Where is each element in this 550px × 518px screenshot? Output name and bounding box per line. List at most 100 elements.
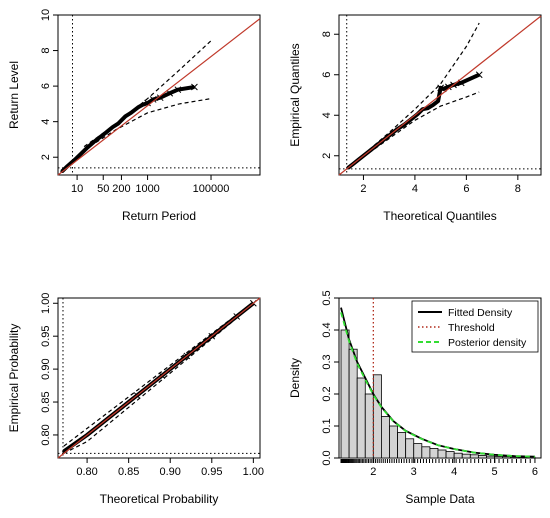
legend-label: Posterior density <box>448 337 527 349</box>
qq-x-tick-label: 8 <box>515 183 521 195</box>
qq-plot: 2 4 6 8 2 4 6 8 Theoretical Quantiles Empirical Q… <box>288 14 542 223</box>
density-y-tick-label: 0.4 <box>321 322 333 337</box>
histogram-bar <box>397 431 407 459</box>
histogram-bar <box>413 443 423 459</box>
return-level-data-point <box>85 146 89 150</box>
return-level-y-tick-label: 8 <box>40 47 52 53</box>
qq-x-tick-label: 4 <box>412 183 418 195</box>
histogram-bar <box>469 454 479 459</box>
histogram-bar <box>372 374 382 459</box>
density-x-tick-label: 5 <box>491 466 497 478</box>
qq-y-tick-label: 8 <box>321 31 333 37</box>
qq-data-point <box>436 99 440 103</box>
qq-y-tick-label: 4 <box>321 112 333 118</box>
qq-x-tick-label: 2 <box>360 183 366 195</box>
return-level-data-layer <box>57 15 261 176</box>
histogram-bar <box>445 451 455 459</box>
histogram-bar <box>510 456 520 459</box>
pp-x-tick-label: 0.95 <box>201 466 222 478</box>
return-level-x-tick-label: 1000 <box>135 183 159 195</box>
return-level-data-point <box>104 130 108 134</box>
histogram-bar <box>340 329 350 459</box>
return-level-y-tick-label: 10 <box>40 9 52 21</box>
histogram-bar <box>405 438 415 459</box>
return-level-data-point <box>79 152 83 156</box>
return-level-x-tick-label: 100000 <box>193 183 230 195</box>
density-y-tick-label: 0.3 <box>321 354 333 369</box>
pp-y-tick-label: 1.00 <box>40 293 52 314</box>
histogram-bar <box>518 456 528 459</box>
return-level-plot-frame <box>57 14 261 176</box>
legend-label: Fitted Density <box>448 307 513 319</box>
return-level-y-tick-label: 2 <box>40 154 52 160</box>
density-legend: Fitted Density Threshold Posterior density <box>411 300 539 353</box>
density-y-tick-label: 0.0 <box>321 450 333 465</box>
pp-plot: 0.80 0.85 0.90 0.95 1.00 0.80 0.85 0.90 0.95 1.00… <box>7 293 264 506</box>
qq-y-tick-label: 6 <box>321 72 333 78</box>
histogram-bar <box>453 452 463 459</box>
return-level-data-point <box>166 89 174 97</box>
histogram-bar <box>389 425 398 459</box>
pp-y-tick-label: 0.80 <box>40 424 52 445</box>
density-x-tick-label: 2 <box>370 466 376 478</box>
return-level-data-point <box>141 103 145 107</box>
histogram-bar <box>502 456 512 459</box>
return-level-data-point <box>97 136 101 140</box>
qq-x-tick-label: 6 <box>463 183 469 195</box>
pp-y-tick-label: 0.85 <box>40 391 52 412</box>
histogram-bar <box>494 455 504 459</box>
pp-x-tick-label: 0.85 <box>118 466 139 478</box>
return-level-data-point <box>136 105 140 110</box>
return-level-data-point <box>123 114 128 118</box>
qq-ci-lower-line <box>363 91 480 158</box>
return-level-x-axis-title: Return Period <box>122 209 196 223</box>
return-level-y-tick-label: 4 <box>40 119 52 125</box>
return-level-y-axis-title: Return Level <box>7 61 21 129</box>
qq-plot-frame <box>338 14 542 176</box>
return-level-data-point <box>174 86 182 94</box>
density-x-tick-label: 4 <box>451 466 457 478</box>
density-x-tick-label: 6 <box>532 466 538 478</box>
qq-data-point <box>426 106 430 110</box>
qq-fit-line <box>338 15 542 176</box>
qq-y-tick-label: 2 <box>321 153 333 159</box>
qq-x-axis-title: Theoretical Quantiles <box>383 209 496 223</box>
histogram-bar <box>364 393 374 459</box>
qq-data-point <box>475 71 483 79</box>
density-x-axis-title: Sample Data <box>405 492 475 506</box>
pp-x-tick-label: 0.90 <box>160 466 181 478</box>
density-data-layer <box>340 298 536 463</box>
return-level-fit-line <box>57 18 261 176</box>
return-level-data-point <box>191 83 198 91</box>
return-level-data-point <box>111 125 115 129</box>
return-level-data-point <box>144 99 151 107</box>
qq-y-axis-title: Empirical Quantiles <box>288 43 302 146</box>
return-level-ci-upper-line <box>83 40 212 148</box>
return-level-dense-points-band <box>60 85 195 173</box>
return-level-data-point <box>156 94 164 102</box>
pp-fit-line <box>57 297 261 459</box>
pp-ci-lower-line <box>63 302 254 454</box>
return-level-x-tick-label: 200 <box>112 183 130 195</box>
qq-ci-upper-line <box>363 22 480 156</box>
density-y-tick-label: 0.1 <box>321 418 333 433</box>
return-level-data-point <box>92 140 96 144</box>
return-level-x-tick-label: 10 <box>71 183 83 195</box>
histogram-bar <box>429 447 439 459</box>
return-level-x-tick-label: 50 <box>97 183 109 195</box>
legend-label: Threshold <box>448 322 495 334</box>
histogram-bar <box>356 377 366 459</box>
return-level-data-point <box>129 111 133 115</box>
return-level-y-tick-label: 6 <box>40 83 52 89</box>
return-level-data-point <box>149 96 157 103</box>
density-histogram-plot: 2 3 4 5 6 0.0 0.1 0.2 0.3 0.4 0.5 Sample Data Densit… <box>288 290 542 506</box>
density-y-axis-title: Density <box>288 358 302 398</box>
pp-x-axis-title: Theoretical Probability <box>100 492 219 506</box>
histogram-bar <box>348 348 358 459</box>
pp-plot-frame <box>57 297 261 459</box>
return-level-data-point <box>116 121 120 126</box>
histogram-bar <box>381 415 390 459</box>
histogram-bar <box>437 449 447 459</box>
return-level-data-point <box>72 158 77 162</box>
